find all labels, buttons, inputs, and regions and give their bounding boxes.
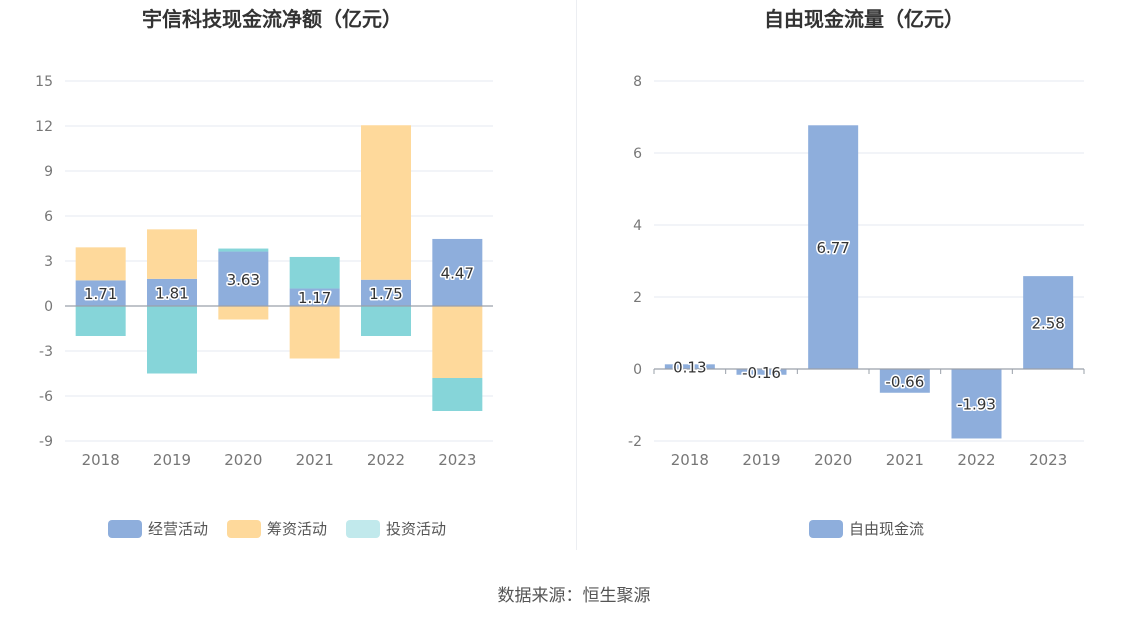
bar-自由现金流 xyxy=(808,125,859,369)
bar-投资活动 xyxy=(432,378,483,411)
y-tick-label: -6 xyxy=(39,389,53,405)
data-label: 1.71 xyxy=(84,285,117,303)
legend-swatch xyxy=(809,520,843,538)
x-tick-label: 2020 xyxy=(814,451,852,469)
y-tick-label: -3 xyxy=(39,344,53,360)
data-label: -0.16 xyxy=(742,364,781,382)
data-label: 6.77 xyxy=(816,239,849,257)
bar-筹资活动 xyxy=(75,247,126,281)
data-label: 0.13 xyxy=(673,359,706,377)
data-label: -0.66 xyxy=(885,373,924,391)
y-tick-label: 8 xyxy=(633,74,642,90)
data-label: 2.58 xyxy=(1031,315,1064,333)
x-tick-label: 2020 xyxy=(224,451,262,469)
y-tick-label: 4 xyxy=(633,218,642,234)
legend-swatch xyxy=(227,520,261,538)
bar-投资活动 xyxy=(289,256,340,289)
y-tick-label: -2 xyxy=(628,434,642,450)
bar-自由现金流 xyxy=(951,369,1002,439)
bar-投资活动 xyxy=(361,306,411,336)
bar-筹资活动 xyxy=(289,306,340,359)
x-tick-label: 2022 xyxy=(367,451,405,469)
bar-经营活动 xyxy=(75,280,126,306)
bar-筹资活动 xyxy=(147,229,197,279)
x-tick-label: 2019 xyxy=(742,451,780,469)
x-tick-label: 2018 xyxy=(82,451,120,469)
bar-经营活动 xyxy=(289,288,340,306)
y-tick-label: 6 xyxy=(44,209,53,225)
bar-经营活动 xyxy=(147,278,197,306)
x-tick-label: 2021 xyxy=(886,451,924,469)
bar-经营活动 xyxy=(361,279,411,306)
x-tick-label: 2019 xyxy=(153,451,191,469)
data-label: 4.47 xyxy=(441,264,474,282)
bar-筹资活动 xyxy=(218,306,269,320)
bar-自由现金流 xyxy=(879,369,930,393)
x-tick-label: 2022 xyxy=(957,451,995,469)
bar-自由现金流 xyxy=(1023,276,1074,369)
legend-label: 筹资活动 xyxy=(267,520,327,538)
y-tick-label: -9 xyxy=(39,434,53,450)
bar-投资活动 xyxy=(218,248,269,252)
x-tick-label: 2018 xyxy=(671,451,709,469)
bar-投资活动 xyxy=(147,306,197,374)
bar-筹资活动 xyxy=(432,306,483,378)
y-tick-label: 2 xyxy=(633,290,642,306)
y-tick-label: 3 xyxy=(44,254,53,270)
y-tick-label: 15 xyxy=(35,74,53,90)
chart-title: 自由现金流量（亿元） xyxy=(764,7,964,31)
y-tick-label: 0 xyxy=(44,299,53,315)
y-tick-label: 9 xyxy=(44,164,53,180)
bar-经营活动 xyxy=(218,251,269,306)
legend-label: 自由现金流 xyxy=(849,520,924,538)
data-label: 1.75 xyxy=(369,285,402,303)
data-source: 数据来源：恒生聚源 xyxy=(497,586,651,606)
data-label: 1.81 xyxy=(155,284,188,302)
y-tick-label: 6 xyxy=(633,146,642,162)
legend-swatch xyxy=(346,520,380,538)
data-label: -1.93 xyxy=(957,396,996,414)
bar-自由现金流 xyxy=(664,364,715,369)
x-tick-label: 2023 xyxy=(1029,451,1067,469)
data-label: 1.17 xyxy=(298,289,331,307)
bar-投资活动 xyxy=(75,306,126,336)
legend-label: 投资活动 xyxy=(386,520,446,538)
legend-label: 经营活动 xyxy=(148,520,208,538)
y-tick-label: 0 xyxy=(633,362,642,378)
y-tick-label: 12 xyxy=(35,119,53,135)
x-tick-label: 2021 xyxy=(296,451,334,469)
bar-筹资活动 xyxy=(361,125,411,280)
panel-divider xyxy=(576,0,577,550)
x-tick-label: 2023 xyxy=(438,451,476,469)
legend-swatch xyxy=(108,520,142,538)
chart-title: 宇信科技现金流净额（亿元） xyxy=(142,7,402,31)
data-label: 3.63 xyxy=(227,271,260,289)
bar-经营活动 xyxy=(432,238,483,306)
bar-自由现金流 xyxy=(736,369,787,375)
